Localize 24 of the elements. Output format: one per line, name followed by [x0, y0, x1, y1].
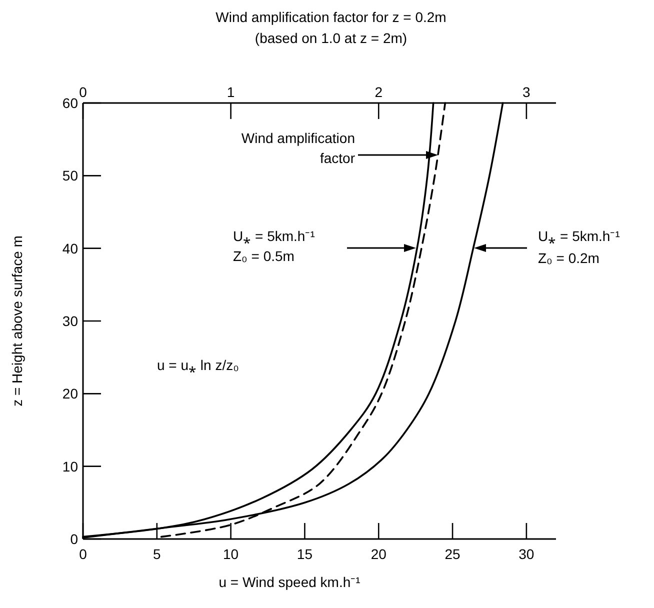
- x2-tick-label: 2: [374, 84, 383, 100]
- x-tick-label: 10: [223, 546, 239, 562]
- annotation: Wind amplification factor: [241, 130, 356, 166]
- y-tick-label: 60: [62, 95, 78, 111]
- x-tick-label: 25: [444, 546, 461, 562]
- x-tick-label: 20: [370, 546, 387, 562]
- x-axis-title: u = Wind speed km.h⁻¹: [218, 574, 361, 590]
- x-tick-label: 15: [296, 546, 313, 562]
- y-tick-label: 40: [62, 240, 78, 256]
- annotation: U⁎ = 5km.h⁻¹ Z₀ = 0.5m: [233, 228, 316, 264]
- y-tick-label: 20: [62, 386, 78, 402]
- annotation: u = u⁎ ln z/z₀: [157, 357, 240, 373]
- y-tick-label: 30: [62, 313, 78, 329]
- chart-subtitle: (based on 1.0 at z = 2m): [254, 30, 408, 46]
- y-tick-label: 50: [62, 168, 78, 184]
- x-tick-label: 5: [153, 546, 162, 562]
- x2-tick-label: 1: [226, 84, 235, 100]
- annotation: U⁎ = 5km.h⁻¹ Z₀ = 0.2m: [538, 228, 620, 266]
- x-tick-label: 30: [518, 546, 534, 562]
- y-tick-label: 10: [62, 458, 78, 474]
- y-tick-label: 0: [70, 531, 78, 547]
- x2-tick-label: 3: [522, 84, 531, 100]
- chart-title: Wind amplification factor for z = 0.2m: [216, 9, 446, 25]
- y-axis-title: z = Height above surface m: [9, 236, 25, 406]
